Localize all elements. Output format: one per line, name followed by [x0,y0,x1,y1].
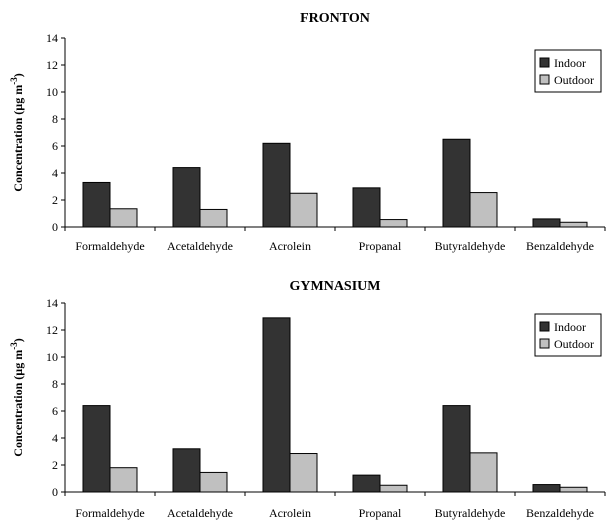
chart-title: FRONTON [300,11,370,26]
bar-outdoor-acrolein [289,453,318,493]
bar-outdoor-propanal [379,484,408,493]
x-category-label: Propanal [359,506,402,520]
bar-outdoor-formaldehyde [109,208,138,228]
y-axis-label-unit: µg m [11,85,25,111]
bar-outdoor-acetaldehyde [199,208,228,228]
x-category-label: Acrolein [269,506,311,520]
bar-outdoor-acetaldehyde [199,471,228,493]
bar-outdoor-benzaldehyde [559,221,588,228]
bar-indoor-benzaldehyde [532,218,561,228]
legend-swatch-indoor [539,321,550,332]
x-category-label: Butyraldehyde [435,239,506,253]
x-category-label: Formaldehyde [75,506,144,520]
chart-panel-gymnasium: GYMNASIUM 0 2 4 6 8 10 12 14 Formaldehyde Acetalde… [9,279,606,520]
bar-outdoor-formaldehyde [109,467,138,493]
bar-indoor-acetaldehyde [172,448,201,493]
y-tick-label: 12 [46,323,58,337]
x-category-label: Benzaldehyde [526,239,594,253]
bar-indoor-benzaldehyde [532,484,561,493]
x-category-label: Benzaldehyde [526,506,594,520]
x-category-label: Acrolein [269,239,311,253]
y-tick-label: 10 [46,350,58,364]
bar-indoor-propanal [352,187,381,228]
y-axis-label-exp: -3 [9,77,19,85]
bar-outdoor-butyraldehyde [469,192,498,228]
legend-label-outdoor: Outdoor [554,337,594,351]
y-axis-label-main: Concentration ( [11,376,25,457]
y-tick-label: 14 [46,296,58,310]
legend-box [534,49,602,93]
chart-panel-fronton: FRONTON 0 2 4 6 8 10 12 14 Formaldehyde Acetaldehy… [9,11,606,253]
y-tick-label: 2 [52,458,58,472]
y-tick-label: 0 [52,220,58,234]
legend-label-indoor: Indoor [554,320,586,334]
y-tick-label: 8 [52,112,58,126]
bar-indoor-butyraldehyde [442,405,471,493]
legend-swatch-outdoor [539,338,550,349]
y-tick-label: 12 [46,58,58,72]
y-axis-label-unit: µg m [11,350,25,376]
y-tick-label: 6 [52,404,58,418]
x-category-label: Acetaldehyde [167,506,233,520]
chart-title: GYMNASIUM [290,279,381,294]
legend-swatch-indoor [539,57,550,68]
y-axis-label-close: ) [11,338,25,342]
y-tick-label: 0 [52,485,58,499]
legend: Indoor Outdoor [534,49,602,93]
bar-indoor-acrolein [262,142,291,228]
y-axis-label: Concentration (µg m-3) [9,338,25,456]
bar-outdoor-propanal [379,219,408,228]
x-category-label: Acetaldehyde [167,239,233,253]
legend-swatch-outdoor [539,74,550,85]
x-category-label: Propanal [359,239,402,253]
legend-box [534,313,602,357]
bar-indoor-acrolein [262,317,291,493]
legend: Indoor Outdoor [534,313,602,357]
bar-indoor-butyraldehyde [442,138,471,228]
y-tick-label: 2 [52,193,58,207]
y-tick-label: 10 [46,85,58,99]
y-tick-label: 8 [52,377,58,391]
y-axis-label-main: Concentration ( [11,111,25,192]
x-category-label: Formaldehyde [75,239,144,253]
bar-indoor-formaldehyde [82,181,111,228]
y-tick-label: 6 [52,139,58,153]
y-tick-label: 14 [46,31,58,45]
y-axis-label-exp: -3 [9,342,19,350]
bar-indoor-formaldehyde [82,405,111,493]
y-axis-label: Concentration (µg m-3) [9,73,25,191]
y-tick-label: 4 [52,431,58,445]
y-axis-label-close: ) [11,73,25,77]
bar-indoor-acetaldehyde [172,167,201,228]
bar-outdoor-butyraldehyde [469,452,498,493]
bar-indoor-propanal [352,474,381,493]
legend-label-indoor: Indoor [554,56,586,70]
legend-label-outdoor: Outdoor [554,73,594,87]
bar-outdoor-benzaldehyde [559,486,588,493]
bar-outdoor-acrolein [289,192,318,228]
x-category-label: Butyraldehyde [435,506,506,520]
y-tick-label: 4 [52,166,58,180]
